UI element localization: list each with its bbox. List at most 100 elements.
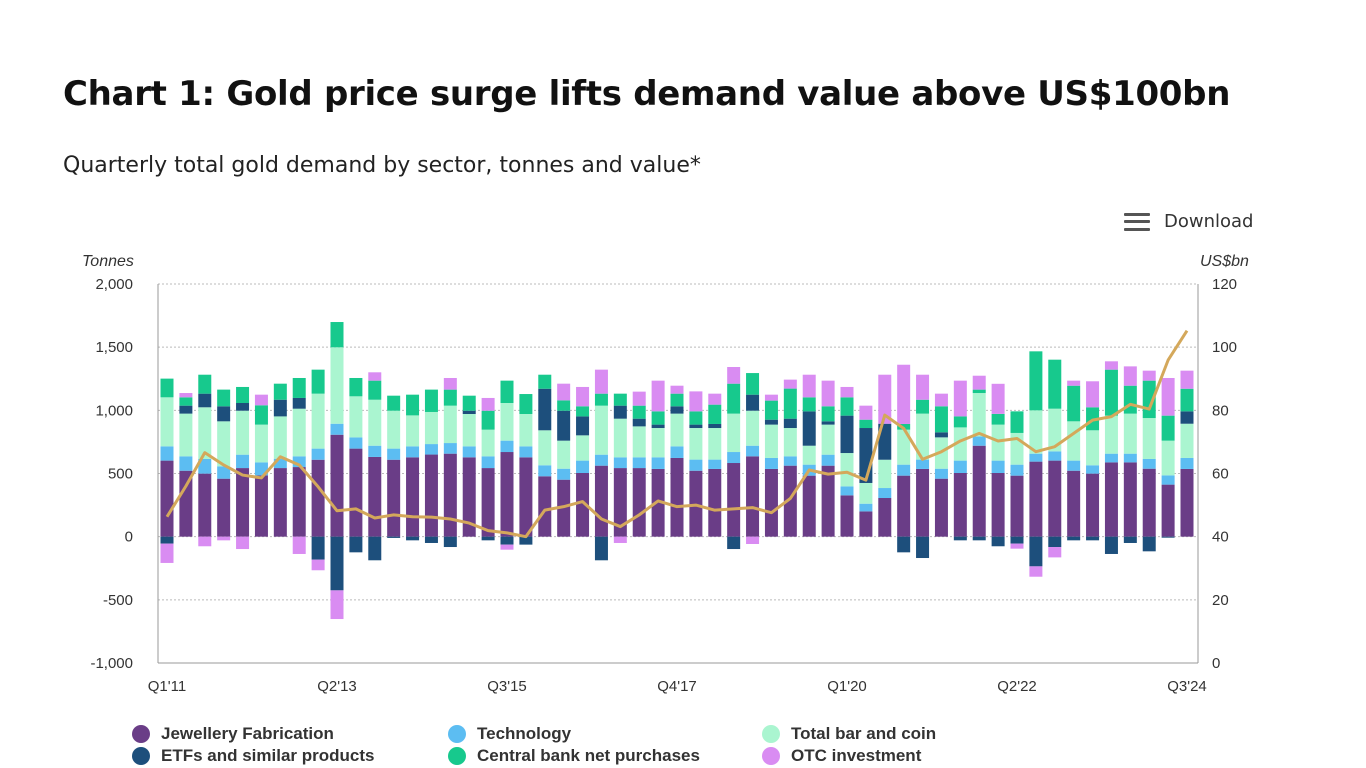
bar-technology bbox=[727, 452, 741, 464]
y-tick-label: 500 bbox=[108, 466, 133, 483]
bar-etfs-and-similar-products bbox=[198, 393, 212, 408]
bar-otc-investment bbox=[1104, 361, 1118, 370]
bar-technology bbox=[406, 446, 420, 458]
bar-technology bbox=[160, 446, 174, 461]
bar-jewellery-fabrication bbox=[424, 454, 438, 537]
bar-jewellery-fabrication bbox=[594, 465, 608, 537]
bar-etfs-and-similar-products bbox=[292, 397, 306, 409]
bar-total-bar-and-coin bbox=[802, 445, 816, 465]
bar-central-bank-net-purchases bbox=[764, 400, 778, 420]
bar-total-bar-and-coin bbox=[1142, 418, 1156, 459]
bar-etfs-and-similar-products bbox=[160, 536, 174, 544]
legend-item[interactable]: ETFs and similar products bbox=[132, 746, 375, 766]
legend-item[interactable]: Technology bbox=[448, 724, 571, 744]
bar-central-bank-net-purchases bbox=[538, 374, 552, 389]
bar-jewellery-fabrication bbox=[840, 495, 854, 537]
bar-technology bbox=[821, 454, 835, 466]
bar-total-bar-and-coin bbox=[1161, 440, 1175, 476]
bar-technology bbox=[1142, 458, 1156, 469]
bar-total-bar-and-coin bbox=[1048, 408, 1062, 452]
bar-total-bar-and-coin bbox=[443, 405, 457, 444]
bar-technology bbox=[972, 436, 986, 446]
bar-etfs-and-similar-products bbox=[689, 424, 703, 429]
bar-total-bar-and-coin bbox=[613, 418, 627, 458]
bar-jewellery-fabrication bbox=[1123, 462, 1137, 537]
bar-jewellery-fabrication bbox=[991, 472, 1005, 537]
bar-total-bar-and-coin bbox=[821, 424, 835, 455]
bar-total-bar-and-coin bbox=[708, 428, 722, 460]
bar-etfs-and-similar-products bbox=[349, 536, 363, 553]
bar-etfs-and-similar-products bbox=[840, 415, 854, 454]
legend-item[interactable]: Total bar and coin bbox=[762, 724, 936, 744]
bar-total-bar-and-coin bbox=[991, 424, 1005, 461]
bar-etfs-and-similar-products bbox=[387, 536, 401, 538]
bar-etfs-and-similar-products bbox=[500, 536, 514, 545]
bar-central-bank-net-purchases bbox=[500, 380, 514, 404]
bar-otc-investment bbox=[557, 383, 571, 401]
bar-central-bank-net-purchases bbox=[670, 393, 684, 407]
bar-central-bank-net-purchases bbox=[1010, 411, 1024, 433]
bar-otc-investment bbox=[1067, 380, 1081, 386]
bar-jewellery-fabrication bbox=[406, 457, 420, 537]
bar-total-bar-and-coin bbox=[330, 347, 344, 424]
y2-tick-label: 60 bbox=[1212, 466, 1229, 483]
bar-total-bar-and-coin bbox=[651, 428, 665, 458]
bar-central-bank-net-purchases bbox=[651, 411, 665, 425]
legend-item[interactable]: Central bank net purchases bbox=[448, 746, 700, 766]
bar-etfs-and-similar-products bbox=[519, 536, 533, 545]
bar-etfs-and-similar-products bbox=[330, 536, 344, 591]
bar-etfs-and-similar-products bbox=[1180, 411, 1194, 424]
bar-total-bar-and-coin bbox=[1104, 415, 1118, 454]
bar-central-bank-net-purchases bbox=[727, 383, 741, 414]
bar-etfs-and-similar-products bbox=[538, 388, 552, 431]
bar-central-bank-net-purchases bbox=[632, 405, 646, 419]
bar-etfs-and-similar-products bbox=[406, 536, 420, 541]
bar-etfs-and-similar-products bbox=[821, 421, 835, 425]
bar-total-bar-and-coin bbox=[594, 405, 608, 455]
bar-total-bar-and-coin bbox=[519, 413, 533, 447]
y2-tick-label: 120 bbox=[1212, 276, 1237, 293]
bar-total-bar-and-coin bbox=[236, 410, 250, 455]
bar-central-bank-net-purchases bbox=[934, 406, 948, 433]
bar-otc-investment bbox=[500, 544, 514, 550]
bar-jewellery-fabrication bbox=[236, 468, 250, 537]
bar-central-bank-net-purchases bbox=[991, 413, 1005, 425]
bar-jewellery-fabrication bbox=[897, 475, 911, 537]
bar-technology bbox=[1029, 453, 1043, 462]
bar-jewellery-fabrication bbox=[273, 468, 287, 537]
bar-etfs-and-similar-products bbox=[217, 406, 231, 422]
bar-total-bar-and-coin bbox=[1086, 430, 1100, 466]
legend-item[interactable]: Jewellery Fabrication bbox=[132, 724, 334, 744]
bar-etfs-and-similar-products bbox=[481, 536, 495, 541]
bar-otc-investment bbox=[897, 364, 911, 424]
legend: Jewellery Fabrication Technology Total bar… bbox=[132, 724, 1032, 768]
bar-central-bank-net-purchases bbox=[1067, 385, 1081, 422]
bar-otc-investment bbox=[991, 383, 1005, 414]
bar-total-bar-and-coin bbox=[840, 453, 854, 487]
bar-central-bank-net-purchases bbox=[859, 419, 873, 429]
bar-jewellery-fabrication bbox=[462, 457, 476, 537]
bar-otc-investment bbox=[916, 374, 930, 400]
bar-etfs-and-similar-products bbox=[1029, 536, 1043, 567]
bar-central-bank-net-purchases bbox=[273, 383, 287, 400]
download-button[interactable]: Download bbox=[1124, 211, 1253, 232]
bar-technology bbox=[594, 454, 608, 466]
bar-technology bbox=[953, 460, 967, 473]
bar-total-bar-and-coin bbox=[311, 393, 325, 449]
bar-total-bar-and-coin bbox=[576, 435, 590, 461]
bar-otc-investment bbox=[670, 385, 684, 394]
bar-etfs-and-similar-products bbox=[1067, 536, 1081, 541]
bar-total-bar-and-coin bbox=[1180, 423, 1194, 458]
bar-otc-investment bbox=[1161, 377, 1175, 416]
legend-swatch-icon bbox=[448, 747, 466, 765]
bar-central-bank-net-purchases bbox=[821, 406, 835, 422]
bar-etfs-and-similar-products bbox=[236, 403, 250, 411]
bar-jewellery-fabrication bbox=[1010, 475, 1024, 537]
bar-technology bbox=[764, 457, 778, 469]
legend-label: Central bank net purchases bbox=[477, 746, 700, 765]
bar-central-bank-net-purchases bbox=[689, 411, 703, 425]
legend-item[interactable]: OTC investment bbox=[762, 746, 921, 766]
bar-total-bar-and-coin bbox=[1123, 413, 1137, 454]
bar-technology bbox=[519, 446, 533, 458]
y2-tick-label: 0 bbox=[1212, 655, 1220, 672]
